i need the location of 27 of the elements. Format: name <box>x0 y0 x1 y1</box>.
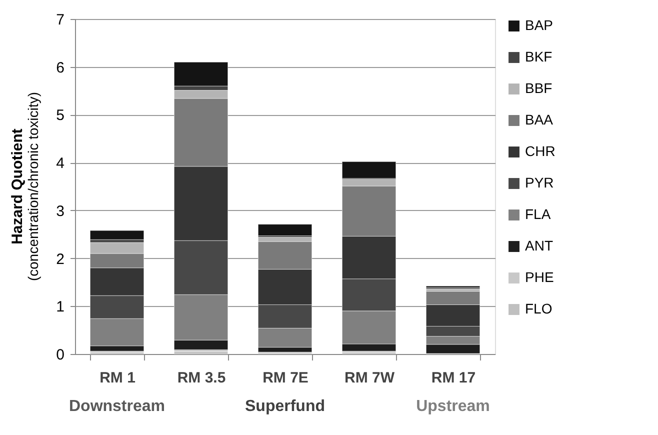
y-tick-label: 7 <box>56 12 64 28</box>
legend-label: PHE <box>525 269 554 285</box>
legend-label: ANT <box>525 238 554 254</box>
legend-label: BAP <box>525 17 554 33</box>
text: Upstream <box>416 398 490 415</box>
legend-label: BBF <box>525 80 552 96</box>
text: Downstream <box>68 398 166 415</box>
y-tick-label: 3 <box>56 202 64 220</box>
y-tick-label: 0 <box>56 346 64 364</box>
x-tick-label: RM 7E <box>262 370 308 386</box>
y-tick-label: 5 <box>56 107 64 124</box>
x-tick-label: RM 7W <box>344 370 396 386</box>
y-tick-label: 2 <box>56 250 64 268</box>
x-tick-label: RM 1 <box>100 370 136 386</box>
x-tick-label: RM 17 <box>431 370 476 386</box>
y-tick-label: 4 <box>56 155 64 172</box>
legend-label: PYR <box>525 174 554 190</box>
legend-label: BAA <box>525 112 554 128</box>
text: Superfund <box>245 398 325 415</box>
legend-label: CHR <box>525 143 556 159</box>
x-tick-label: RM 3.5 <box>177 370 226 386</box>
y-tick-label: 1 <box>56 298 64 316</box>
legend-label: FLO <box>525 300 552 316</box>
legend-label: FLA <box>525 206 552 222</box>
legend-label: BKF <box>525 48 552 64</box>
y-axis-title: Hazard Quotient (concentration/chronic toxicity) <box>9 92 41 282</box>
y-tick-label: 6 <box>56 59 64 76</box>
